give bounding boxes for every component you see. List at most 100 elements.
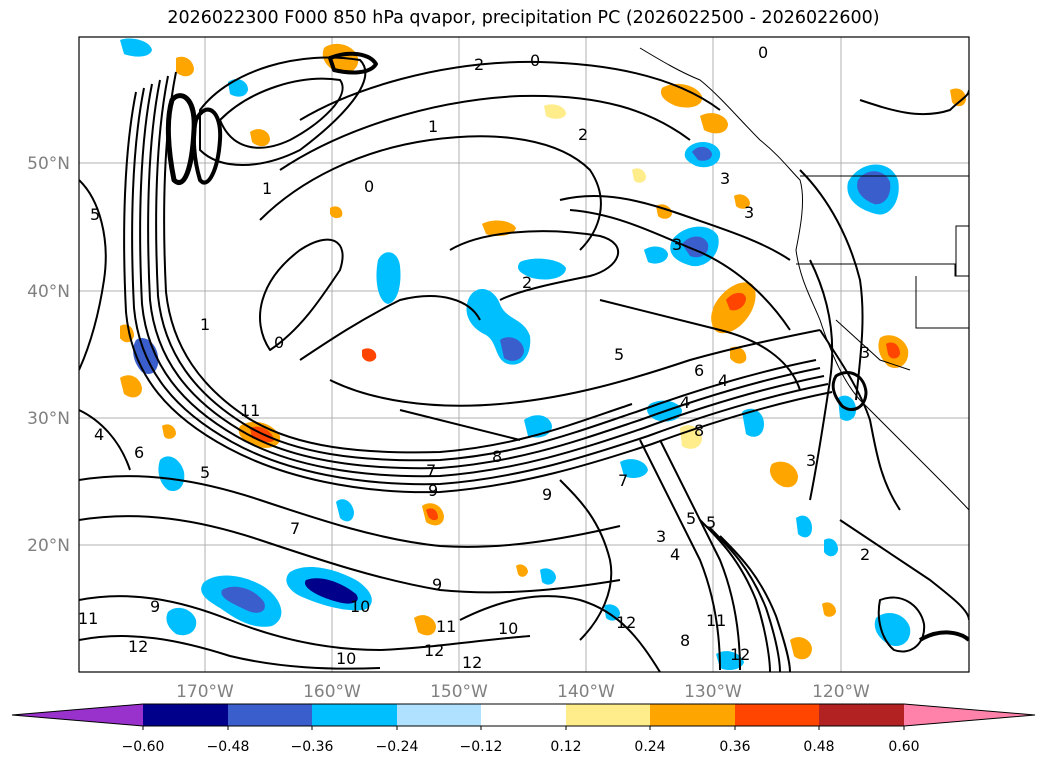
contour-label: 4 (718, 371, 728, 390)
coastlines (639, 47, 969, 511)
contour-line (709, 527, 781, 672)
qvapor-contours (79, 51, 969, 672)
contour-label: 3 (720, 169, 730, 188)
precip-patch (726, 292, 746, 311)
contour-line (155, 75, 817, 462)
contour-label: 2 (522, 273, 532, 292)
contour-label: 0 (274, 333, 284, 352)
contour-label: 10 (498, 619, 518, 638)
contour-label: 7 (618, 471, 628, 490)
contour-label: 5 (200, 463, 210, 482)
precip-patch (120, 38, 152, 57)
contour-label: 4 (680, 393, 690, 412)
contour-label: 0 (364, 177, 374, 196)
lat-label-50n: 50°N (27, 154, 70, 174)
map-title: 2026022300 F000 850 hPa qvapor, precipit… (167, 8, 880, 28)
colorbar-segment (481, 704, 566, 726)
precip-patch (482, 220, 516, 236)
contour-line (328, 51, 378, 75)
precip-patch (824, 538, 838, 557)
contour-line (299, 60, 721, 121)
precip-patch (362, 348, 377, 362)
precip-patch (692, 146, 712, 161)
contour-label: 8 (680, 631, 690, 650)
contour-label: 11 (78, 609, 98, 628)
contour-label: 2 (474, 55, 484, 74)
contour-line (79, 635, 381, 670)
precip-patch (796, 515, 812, 538)
contour-label: 3 (860, 343, 870, 362)
precip-patch (620, 459, 648, 478)
contour-line (191, 107, 223, 185)
contour-line (199, 56, 367, 166)
contour-label: 7 (426, 461, 436, 480)
colorbar-segment (566, 704, 650, 726)
contour-line (831, 371, 868, 411)
colorbar-tick-label: −0.24 (376, 739, 419, 755)
contour-line (399, 409, 521, 441)
precip-patch (700, 113, 728, 134)
contour-label: 6 (134, 443, 144, 462)
contour-line (819, 329, 901, 511)
precip-patch (660, 83, 703, 108)
precip-patch (176, 56, 194, 77)
lon-label-130w: 130°W (684, 682, 742, 702)
contour-label: 5 (90, 205, 100, 224)
contour-label: 12 (730, 645, 750, 664)
contour-line (79, 595, 531, 651)
colorbar-segment (312, 704, 397, 726)
contour-label: 3 (806, 451, 816, 470)
contour-line (719, 535, 791, 672)
contour-line (79, 409, 131, 471)
contour-label: 10 (336, 649, 356, 668)
contour-label: 3 (672, 235, 682, 254)
map-content: 0 0 0 0 1 1 1 2 2 2 2 3 3 3 3 3 3 4 4 4 … (78, 37, 969, 672)
contour-line (659, 439, 741, 671)
contour-label: 12 (128, 637, 148, 656)
contour-line (449, 230, 620, 301)
colorbar-tick-label: −0.60 (122, 739, 165, 755)
contour-line (123, 91, 833, 494)
lat-label-40n: 40°N (27, 282, 70, 302)
contour-line (918, 630, 969, 642)
colorbar-segment (735, 704, 819, 726)
contour-label: 4 (670, 545, 680, 564)
precip-patch (644, 246, 668, 264)
contour-line (299, 295, 481, 361)
contour-line (79, 179, 107, 371)
contour-line (139, 83, 825, 478)
precip-patch (632, 168, 646, 183)
contour-label: 12 (462, 653, 482, 672)
precip-patch (500, 337, 524, 361)
contour-label: 5 (686, 509, 696, 528)
contour-label: 7 (290, 519, 300, 538)
contour-line (165, 93, 197, 185)
precip-patch (158, 456, 185, 492)
contour-line (877, 596, 926, 653)
contour-line (839, 519, 969, 621)
contour-line (147, 79, 821, 470)
colorbar-segment (143, 704, 228, 726)
contour-line (859, 89, 969, 116)
contour-label: 12 (616, 613, 636, 632)
contour-label: 9 (542, 485, 552, 504)
precip-patch (540, 568, 556, 585)
precip-patch (426, 508, 438, 521)
lon-label-150w: 150°W (430, 682, 488, 702)
contour-line (559, 195, 791, 261)
precip-patch (770, 461, 798, 488)
contour-label: 1 (428, 117, 438, 136)
colorbar-tick-label: 0.24 (634, 739, 665, 755)
colorbar-tick-label: 0.12 (550, 739, 581, 755)
precip-patch (304, 578, 358, 604)
precip-patch (734, 194, 750, 209)
contour-label: 12 (424, 641, 444, 660)
border-line (915, 276, 969, 329)
precip-patch (950, 88, 966, 107)
precip-positive-shading (120, 43, 966, 660)
colorbar-segment (228, 704, 312, 726)
contour-label: 2 (860, 545, 870, 564)
contour-label: 5 (614, 345, 624, 364)
contour-line (699, 519, 771, 672)
